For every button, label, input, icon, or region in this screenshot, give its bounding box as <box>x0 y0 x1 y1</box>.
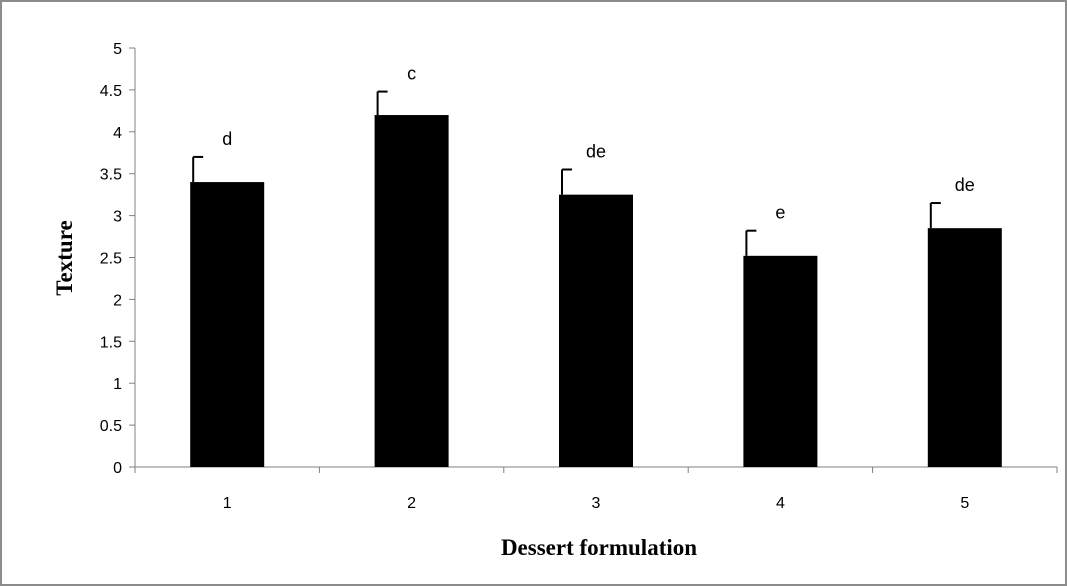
x-tick-label: 1 <box>223 495 232 512</box>
x-axis-title: Dessert formulation <box>501 535 697 560</box>
y-tick-label: 3.5 <box>100 167 122 184</box>
y-tick-label: 2 <box>113 292 122 309</box>
y-tick-label: 4.5 <box>100 83 122 100</box>
significance-label: de <box>955 175 975 195</box>
bar <box>927 228 1002 467</box>
significance-labels: d c de e de <box>222 64 975 223</box>
significance-label: c <box>407 64 416 84</box>
bar <box>190 182 265 467</box>
bar <box>743 255 818 467</box>
bar <box>559 194 633 467</box>
y-tick-label: 1 <box>113 376 122 393</box>
significance-label: de <box>586 142 606 162</box>
x-tick-label: 3 <box>592 495 601 512</box>
significance-label: e <box>775 203 785 223</box>
y-tick-label: 2.5 <box>100 251 122 268</box>
x-axis: 1 2 3 4 5 <box>134 466 1058 512</box>
significance-label: d <box>222 129 232 149</box>
y-axis: 0 0.5 1 1.5 2 2.5 3 3.5 4 4.5 5 <box>100 41 136 477</box>
x-tick-label: 5 <box>960 495 969 512</box>
bars <box>190 115 1002 467</box>
x-tick-label: 2 <box>407 495 416 512</box>
y-tick-label: 4 <box>113 125 122 142</box>
y-tick-label: 0.5 <box>100 418 122 435</box>
y-axis-title: Texture <box>52 220 77 295</box>
error-bars <box>192 90 941 256</box>
y-tick-label: 3 <box>113 209 122 226</box>
y-tick-label: 0 <box>113 460 122 477</box>
x-tick-label: 4 <box>776 495 785 512</box>
y-tick-label: 1.5 <box>100 334 122 351</box>
y-tick-label: 5 <box>113 41 122 58</box>
bar <box>374 115 449 467</box>
